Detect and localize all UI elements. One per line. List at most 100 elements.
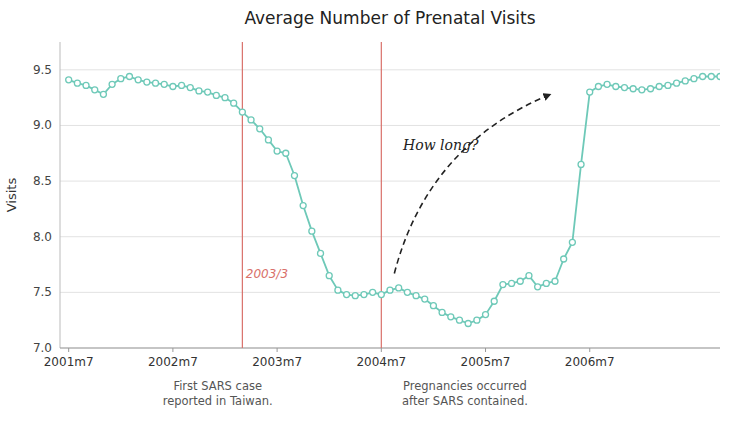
data-point xyxy=(205,89,211,95)
note: reported in Taiwan. xyxy=(163,394,273,408)
data-point xyxy=(630,86,636,92)
data-point xyxy=(283,150,289,156)
x-tick xyxy=(172,348,173,352)
data-point xyxy=(109,81,115,87)
grid-line xyxy=(60,181,720,182)
data-point xyxy=(404,289,410,295)
data-point xyxy=(378,292,384,298)
data-point xyxy=(83,82,89,88)
annotation-arrow xyxy=(394,94,550,273)
data-point xyxy=(231,100,237,106)
y-tick-label: 9.0 xyxy=(33,118,52,132)
grid-line xyxy=(60,125,720,126)
data-point xyxy=(430,303,436,309)
data-point xyxy=(413,293,419,299)
data-point xyxy=(483,312,489,318)
data-point xyxy=(239,109,245,115)
data-point xyxy=(526,273,532,279)
data-point xyxy=(604,81,610,87)
y-tick-label: 9.5 xyxy=(33,63,52,77)
data-point xyxy=(396,285,402,291)
data-point xyxy=(387,287,393,293)
data-point xyxy=(153,80,159,86)
annotation-text: How long? xyxy=(402,137,479,153)
data-point xyxy=(578,161,584,167)
grid-line xyxy=(60,348,720,349)
data-point xyxy=(265,137,271,143)
y-tick-label: 8.5 xyxy=(33,174,52,188)
data-point xyxy=(422,296,428,302)
x-tick-label: 2001m7 xyxy=(44,355,94,369)
x-tick-label: 2006m7 xyxy=(565,355,615,369)
data-point xyxy=(465,321,471,327)
y-axis-line xyxy=(60,42,61,348)
plot-area xyxy=(66,42,720,348)
data-point xyxy=(474,317,480,323)
data-point xyxy=(552,278,558,284)
data-point xyxy=(318,250,324,256)
data-point xyxy=(352,293,358,299)
data-point xyxy=(543,280,549,286)
data-point xyxy=(561,256,567,262)
data-point xyxy=(161,81,167,87)
data-point xyxy=(517,278,523,284)
x-tick xyxy=(589,348,590,352)
x-tick-label: 2002m7 xyxy=(148,355,198,369)
data-point xyxy=(569,239,575,245)
data-point xyxy=(222,95,228,101)
data-point xyxy=(491,298,497,304)
data-point xyxy=(326,273,332,279)
chart: Average Number of Prenatal Visits Visits 7… xyxy=(0,0,738,430)
data-point xyxy=(179,82,185,88)
data-point xyxy=(300,203,306,209)
data-point xyxy=(587,89,593,95)
data-point xyxy=(187,85,193,91)
data-point xyxy=(309,228,315,234)
data-point xyxy=(344,292,350,298)
data-point xyxy=(439,309,445,315)
data-point xyxy=(274,148,280,154)
data-point xyxy=(656,84,662,90)
y-tick-label: 8.0 xyxy=(33,230,52,244)
x-axis-line xyxy=(60,348,720,349)
data-point xyxy=(682,78,688,84)
vline-label: 2003/3 xyxy=(246,267,288,281)
data-point xyxy=(144,79,150,85)
data-point xyxy=(509,280,515,286)
vertical-line xyxy=(242,42,243,348)
x-tick-label: 2005m7 xyxy=(461,355,511,369)
note: after SARS contained. xyxy=(402,394,528,408)
data-point xyxy=(448,314,454,320)
data-point xyxy=(126,73,132,79)
x-tick-label: 2004m7 xyxy=(356,355,406,369)
x-tick-label: 2003m7 xyxy=(252,355,302,369)
data-point xyxy=(621,85,627,91)
title: Average Number of Prenatal Visits xyxy=(244,8,535,28)
data-point xyxy=(361,292,367,298)
x-tick xyxy=(68,348,69,352)
data-point xyxy=(674,80,680,86)
grid-line xyxy=(60,69,720,70)
data-point xyxy=(257,126,263,132)
note: Pregnancies occurred xyxy=(403,379,527,393)
data-line xyxy=(69,76,720,323)
data-point xyxy=(370,289,376,295)
grid-line xyxy=(60,236,720,237)
data-point xyxy=(691,76,697,82)
y-axis-label: Visits xyxy=(4,178,19,213)
data-point xyxy=(456,317,462,323)
x-tick xyxy=(381,348,382,352)
data-point xyxy=(613,84,619,90)
data-point xyxy=(118,76,124,82)
data-point xyxy=(717,73,720,79)
data-point xyxy=(639,87,645,93)
vertical-line xyxy=(381,42,382,348)
data-point xyxy=(700,73,706,79)
data-point xyxy=(100,91,106,97)
y-tick-label: 7.5 xyxy=(33,285,52,299)
data-point xyxy=(335,287,341,293)
data-point xyxy=(248,117,254,123)
x-tick xyxy=(277,348,278,352)
data-point xyxy=(535,284,541,290)
data-point xyxy=(291,173,297,179)
